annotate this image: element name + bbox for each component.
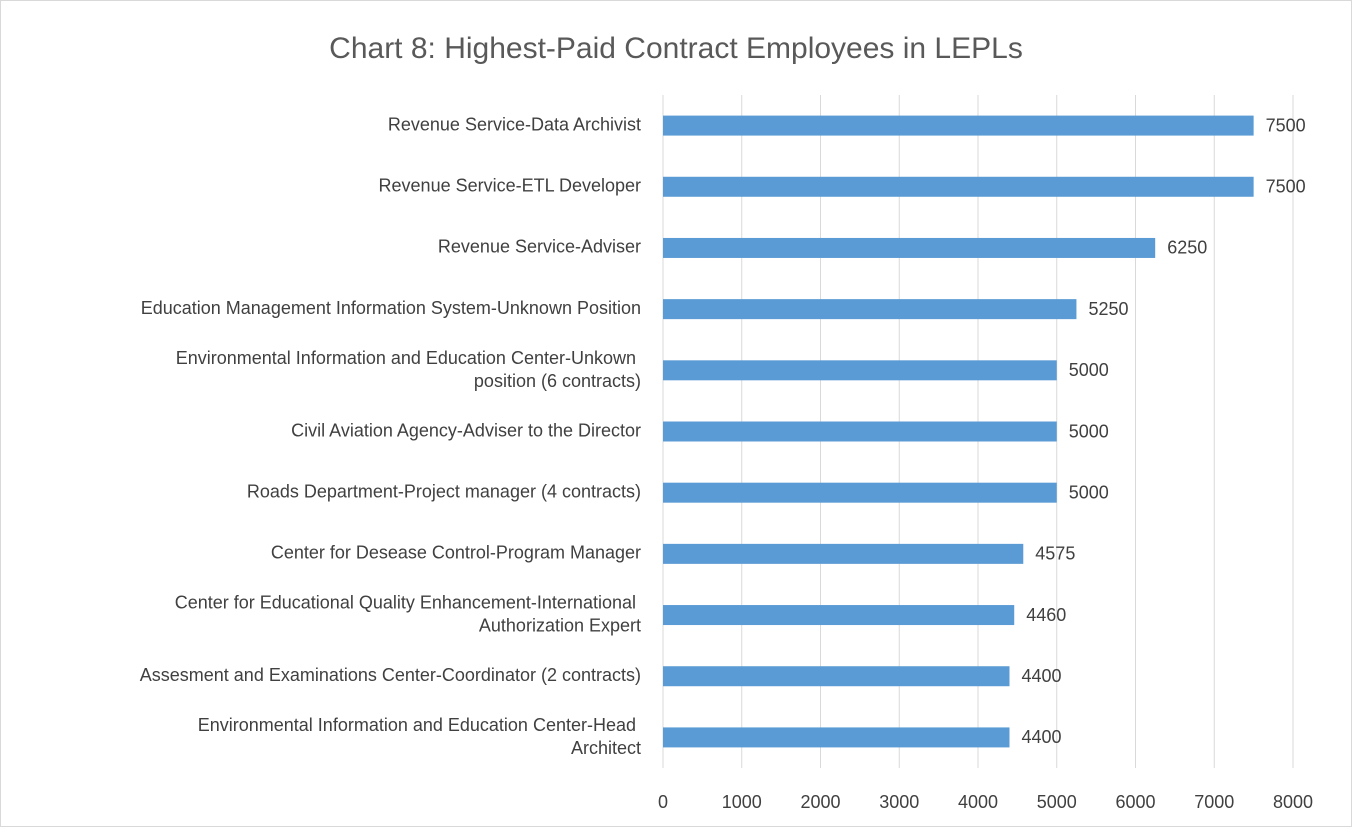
bar bbox=[663, 482, 1057, 503]
data-label: 5000 bbox=[1069, 482, 1109, 502]
data-label: 6250 bbox=[1167, 238, 1207, 258]
x-tick-label: 5000 bbox=[1037, 792, 1077, 812]
y-tick-label: Assesment and Examinations Center-Coordi… bbox=[140, 665, 641, 685]
x-tick-label: 3000 bbox=[879, 792, 919, 812]
y-tick-label: Revenue Service-Data Archivist bbox=[388, 114, 641, 134]
bar bbox=[663, 299, 1077, 320]
bar bbox=[663, 176, 1254, 197]
bar bbox=[663, 605, 1015, 626]
x-tick-label: 4000 bbox=[958, 792, 998, 812]
bar bbox=[663, 727, 1010, 748]
x-tick-label: 1000 bbox=[722, 792, 762, 812]
x-tick-label: 8000 bbox=[1273, 792, 1313, 812]
bar bbox=[663, 237, 1156, 258]
y-tick-label: Environmental Information and Education … bbox=[198, 715, 641, 758]
y-tick-label: Education Management Information System-… bbox=[141, 298, 641, 318]
chart-title: Chart 8: Highest-Paid Contract Employees… bbox=[329, 32, 1023, 65]
y-tick-label: Revenue Service-ETL Developer bbox=[379, 176, 641, 196]
x-tick-label: 2000 bbox=[800, 792, 840, 812]
y-tick-label: Civil Aviation Agency-Adviser to the Dir… bbox=[291, 420, 641, 440]
bar bbox=[663, 421, 1057, 442]
y-tick-label: Environmental Information and Education … bbox=[176, 348, 641, 391]
y-tick-label: Center for Desease Control-Program Manag… bbox=[271, 543, 641, 563]
data-label: 5250 bbox=[1088, 299, 1128, 319]
data-label: 4400 bbox=[1022, 727, 1062, 747]
y-tick-label: Revenue Service-Adviser bbox=[438, 237, 641, 257]
x-tick-label: 6000 bbox=[1115, 792, 1155, 812]
data-label: 7500 bbox=[1266, 115, 1306, 135]
data-label: 5000 bbox=[1069, 421, 1109, 441]
y-tick-label: Roads Department-Project manager (4 cont… bbox=[247, 481, 641, 501]
data-label: 4400 bbox=[1022, 666, 1062, 686]
data-label: 4460 bbox=[1026, 605, 1066, 625]
bar bbox=[663, 666, 1010, 687]
x-tick-label: 0 bbox=[658, 792, 668, 812]
bar bbox=[663, 543, 1024, 564]
x-tick-label: 7000 bbox=[1194, 792, 1234, 812]
y-tick-label: Center for Educational Quality Enhanceme… bbox=[175, 592, 641, 635]
data-label: 4575 bbox=[1035, 544, 1075, 564]
bar bbox=[663, 115, 1254, 136]
data-label: 5000 bbox=[1069, 360, 1109, 380]
data-label: 7500 bbox=[1266, 177, 1306, 197]
bar bbox=[663, 360, 1057, 381]
